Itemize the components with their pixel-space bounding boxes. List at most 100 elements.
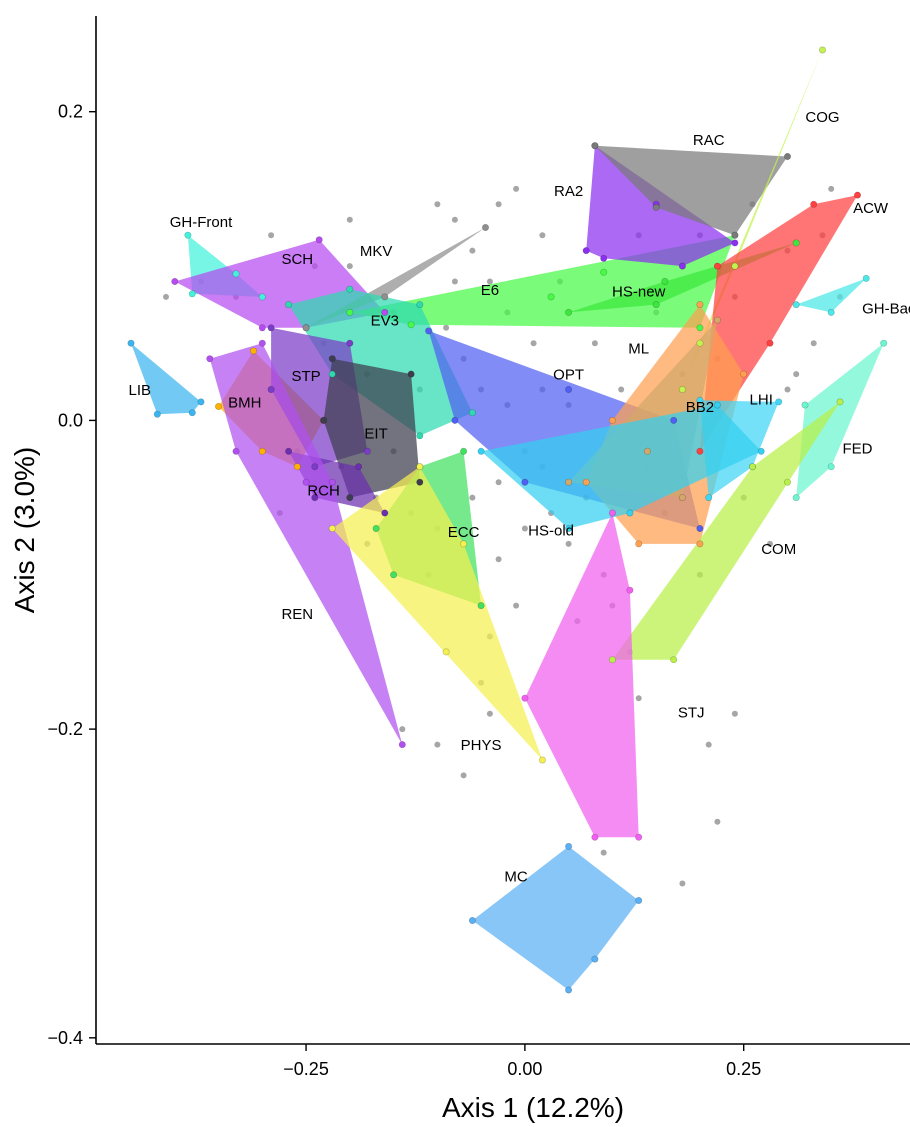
point-cog — [696, 339, 704, 347]
point-bmh — [293, 463, 301, 471]
background-point — [443, 324, 450, 331]
axes — [95, 16, 910, 1045]
hull-stj — [524, 513, 639, 838]
point-sch — [258, 324, 266, 332]
label-bmh: BMH — [228, 394, 261, 411]
point-mc — [635, 896, 643, 904]
point-ren — [206, 355, 214, 363]
point-mc — [468, 916, 476, 924]
point-mc — [591, 955, 599, 963]
label-rac: RAC — [693, 132, 725, 149]
point-gh-back — [827, 308, 835, 316]
point-ecc — [460, 447, 468, 455]
point-phys — [442, 648, 450, 656]
hull-lib — [131, 343, 201, 415]
label-ecc: ECC — [448, 524, 480, 541]
point-ecc — [390, 571, 398, 579]
background-point — [399, 726, 406, 733]
y-tick-label: 0.2 — [58, 102, 83, 122]
point-bb2 — [713, 316, 721, 324]
point-e6 — [600, 268, 608, 276]
background-point — [810, 340, 817, 347]
point-phys — [460, 540, 468, 548]
background-point — [714, 818, 721, 825]
point-stj — [635, 833, 643, 841]
point-lib — [197, 398, 205, 406]
point-gh-front — [232, 270, 240, 278]
hull-rac — [594, 145, 788, 236]
hull-ren — [209, 343, 403, 745]
x-tick-label: 0.25 — [726, 1059, 761, 1079]
background-point — [679, 880, 686, 887]
point-ev3 — [416, 432, 424, 440]
point-eit — [328, 355, 336, 363]
point-mc — [565, 986, 573, 994]
label-cog: COG — [805, 109, 839, 126]
point-mkv — [481, 224, 489, 232]
hull-ev3 — [288, 289, 473, 436]
point-rac — [652, 203, 660, 211]
point-acw — [696, 447, 704, 455]
label-opt: OPT — [553, 367, 584, 384]
label-stj: STJ — [678, 705, 705, 722]
point-gh-front — [184, 231, 192, 239]
background-point — [268, 232, 275, 239]
point-ecc — [477, 602, 485, 610]
point-lib — [153, 410, 161, 418]
point-lib — [188, 409, 196, 417]
point-ev3 — [328, 370, 336, 378]
point-eit — [346, 494, 354, 502]
group-vertices — [127, 46, 888, 994]
point-cog — [731, 262, 739, 270]
group-hulls — [131, 50, 884, 990]
hull-fed — [796, 343, 884, 498]
background-point — [530, 340, 537, 347]
label-stp: STP — [292, 368, 321, 385]
background-point — [163, 293, 169, 300]
point-sch — [381, 308, 389, 316]
label-mc: MC — [504, 868, 527, 885]
label-com: COM — [761, 541, 796, 558]
y-tick-label: −0.2 — [47, 719, 83, 739]
background-point — [434, 201, 441, 208]
point-bmh — [258, 447, 266, 455]
x-tick-label: 0.00 — [507, 1059, 542, 1079]
point-rch — [381, 509, 389, 517]
point-ml — [696, 540, 704, 548]
point-ren — [232, 447, 240, 455]
point-stp — [346, 339, 354, 347]
point-hs-old — [757, 447, 765, 455]
point-fed — [880, 339, 888, 347]
axis-ticks: −0.25 0.00 0.25 −0.4 −0.2 0.0 0.2 — [47, 102, 761, 1079]
point-phys — [538, 756, 546, 764]
background-point — [565, 540, 572, 547]
point-gh-front — [258, 293, 266, 301]
background-point — [513, 185, 520, 192]
group-labels: GH-Front SCH MKV E6 HS-new RA2 RAC COG ACW GH-Bac… — [129, 109, 910, 885]
point-com — [670, 656, 678, 664]
point-acw — [810, 200, 818, 208]
label-gh-back: GH-Back — [862, 300, 910, 317]
background-point — [460, 772, 467, 779]
point-stj — [521, 694, 529, 702]
label-e6: E6 — [481, 282, 499, 299]
point-gh-back — [792, 301, 800, 309]
point-opt — [565, 385, 573, 393]
point-rac — [783, 153, 791, 161]
point-eit — [407, 370, 415, 378]
background-point — [635, 695, 642, 702]
point-com — [783, 478, 791, 486]
point-rac — [731, 231, 739, 239]
point-stj — [591, 833, 599, 841]
point-bb2 — [565, 478, 573, 486]
label-hs-old: HS-old — [528, 522, 574, 539]
point-mkv — [302, 324, 310, 332]
point-rac — [591, 142, 599, 150]
point-stp — [267, 385, 275, 393]
point-sch — [171, 277, 179, 285]
point-phys — [416, 463, 424, 471]
point-stp — [363, 447, 371, 455]
point-com — [748, 463, 756, 471]
point-ren — [398, 741, 406, 749]
